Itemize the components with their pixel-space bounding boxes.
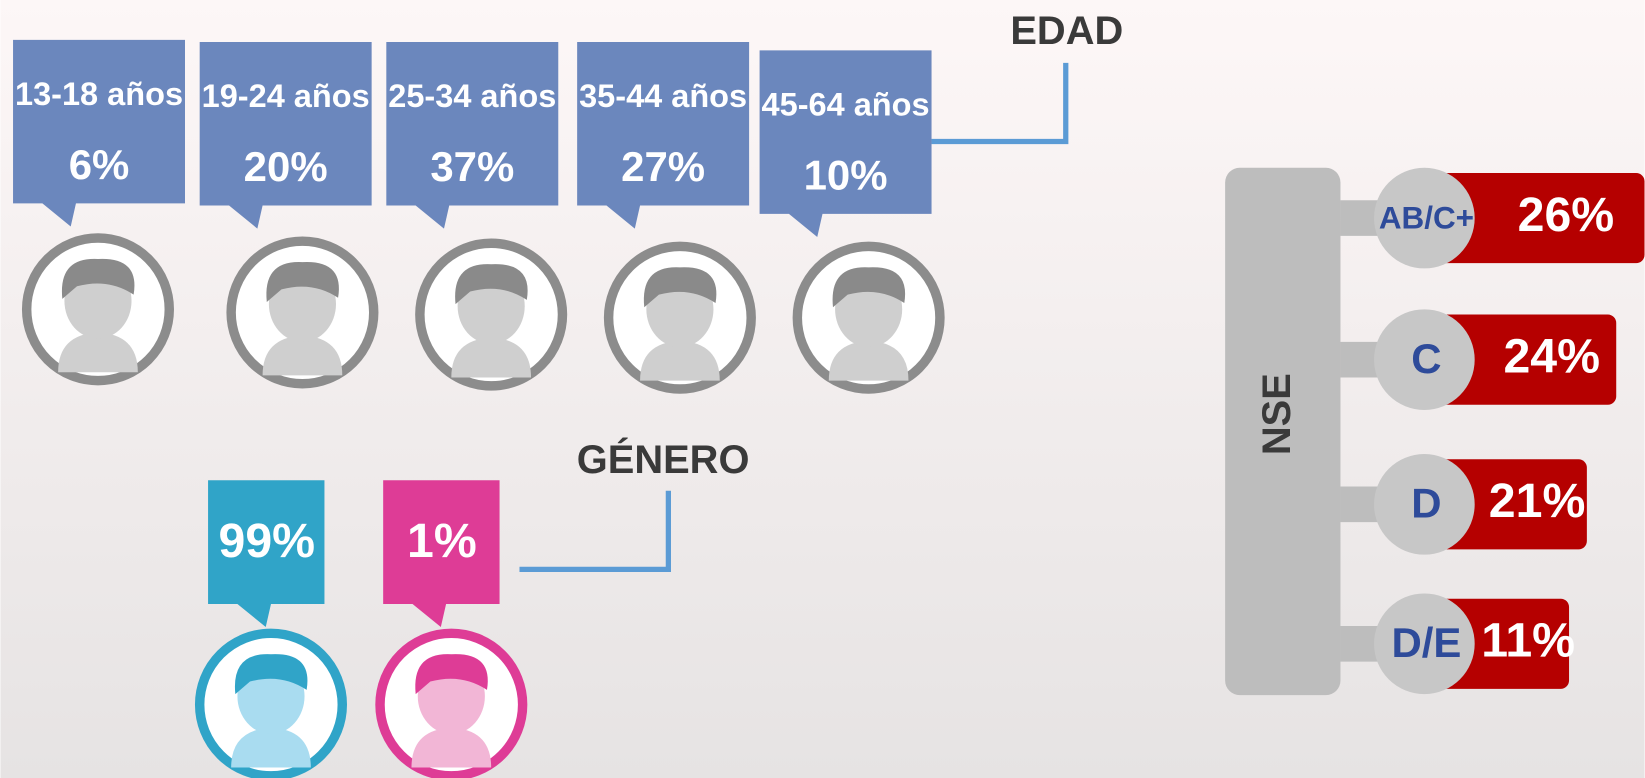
level-value: 11%: [1481, 614, 1575, 668]
gender-value: 99%: [219, 514, 316, 568]
age-label: 13-18 años: [15, 76, 183, 112]
speech-bubble: [13, 40, 185, 227]
level-value: 24%: [1503, 329, 1600, 383]
age-value: 37%: [430, 143, 514, 190]
age-value: 10%: [804, 151, 888, 198]
age-label: 25-34 años: [388, 78, 556, 114]
section-title: NSE: [1255, 373, 1299, 455]
level-label: AB/C+: [1379, 201, 1474, 236]
age-label: 45-64 años: [762, 87, 930, 123]
age-label: 19-24 años: [202, 78, 370, 114]
level-value: 26%: [1518, 188, 1615, 242]
speech-bubble: [760, 50, 932, 237]
speech-bubble: [386, 42, 558, 229]
speech-bubble: [577, 42, 749, 229]
speech-bubble: [200, 42, 372, 229]
infographic: EDAD GÉNERO NSE 13-18 años 6% 19-24 años 20…: [0, 0, 1645, 778]
level-label: D/E: [1391, 619, 1461, 666]
age-label: 35-44 años: [579, 78, 747, 114]
level-label: C: [1411, 335, 1441, 382]
section-title: EDAD: [1010, 9, 1123, 53]
age-value: 27%: [621, 143, 705, 190]
section-title: GÉNERO: [577, 437, 750, 482]
gender-value: 1%: [407, 514, 477, 568]
age-value: 20%: [244, 143, 328, 190]
age-value: 6%: [69, 141, 130, 188]
level-value: 21%: [1489, 474, 1586, 528]
level-label: D: [1411, 480, 1441, 527]
page: EDAD GÉNERO NSE 13-18 años 6% 19-24 años 20…: [0, 0, 1645, 778]
